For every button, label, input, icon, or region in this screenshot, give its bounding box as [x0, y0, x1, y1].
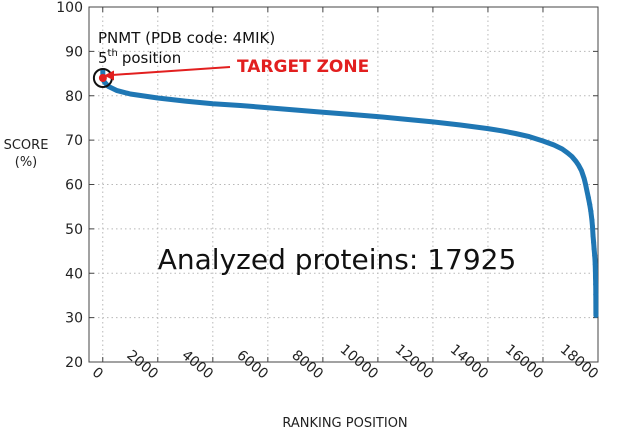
data-point [513, 131, 518, 136]
data-point [114, 88, 119, 93]
data-point [527, 134, 531, 139]
data-point [458, 123, 463, 127]
data-point [587, 201, 593, 207]
y-tick-label: 60 [65, 178, 83, 194]
data-point [348, 112, 352, 116]
data-series [100, 68, 599, 318]
data-point [593, 312, 599, 318]
position-number: 5 [98, 49, 108, 67]
y-tick-label: 30 [65, 311, 83, 327]
target-arrow [111, 66, 231, 76]
y-tick-label: 20 [65, 355, 83, 371]
data-point [211, 102, 215, 106]
y-axis-title: SCORE [4, 138, 49, 153]
y-tick-label: 100 [56, 0, 83, 16]
data-point [574, 159, 578, 164]
data-point [541, 139, 545, 143]
data-point [593, 292, 599, 298]
data-point [585, 195, 591, 201]
data-point [592, 257, 598, 263]
y-tick-labels: 20 30 40 50 60 70 80 90 100 [56, 0, 83, 371]
y-tick-label: 40 [65, 266, 83, 282]
data-point [128, 92, 132, 96]
data-point [593, 275, 599, 281]
tick-layer [89, 6, 599, 363]
data-point [592, 268, 598, 274]
data-point [552, 143, 556, 147]
position-suffix: th [108, 48, 118, 59]
data-point [582, 177, 586, 181]
data-point [590, 233, 596, 239]
data-point [101, 69, 105, 73]
y-tick-label: 50 [65, 222, 83, 238]
data-point [591, 239, 597, 245]
target-zone-label: TARGET ZONE [237, 57, 369, 77]
data-point [403, 117, 408, 121]
y-tick-label: 90 [65, 44, 83, 60]
data-point [592, 253, 598, 258]
data-point [593, 281, 599, 287]
data-point [589, 217, 595, 223]
data-point [591, 246, 597, 252]
data-point [577, 163, 581, 168]
data-point [570, 154, 574, 159]
position-annotation: 5th position [98, 48, 181, 67]
x-axis-title: RANKING POSITION [282, 416, 407, 430]
position-word: position [122, 49, 181, 67]
data-point [585, 189, 589, 193]
data-point [293, 108, 297, 112]
y-axis-unit: (%) [15, 155, 38, 170]
data-point [156, 96, 160, 100]
data-point [579, 169, 584, 173]
analyzed-proteins-label: Analyzed proteins: 17925 [158, 243, 517, 276]
y-tick-label: 80 [65, 89, 83, 105]
data-point [566, 151, 570, 155]
data-point [486, 126, 490, 131]
protein-annotation: PNMT (PDB code: 4MIK) [98, 29, 275, 47]
data-point [376, 115, 380, 119]
target-point [98, 74, 107, 82]
data-point [321, 110, 325, 114]
grid-layer [89, 7, 598, 362]
data-point [560, 147, 564, 151]
data-point [592, 261, 598, 267]
data-point [431, 120, 435, 124]
data-point [183, 99, 187, 103]
data-point [589, 224, 595, 230]
data-point [500, 129, 504, 133]
y-tick-label: 70 [65, 133, 83, 149]
data-point [584, 182, 588, 187]
data-point [588, 208, 594, 214]
target-arrow-head [104, 70, 114, 81]
data-point [266, 106, 270, 110]
data-point [238, 103, 242, 108]
